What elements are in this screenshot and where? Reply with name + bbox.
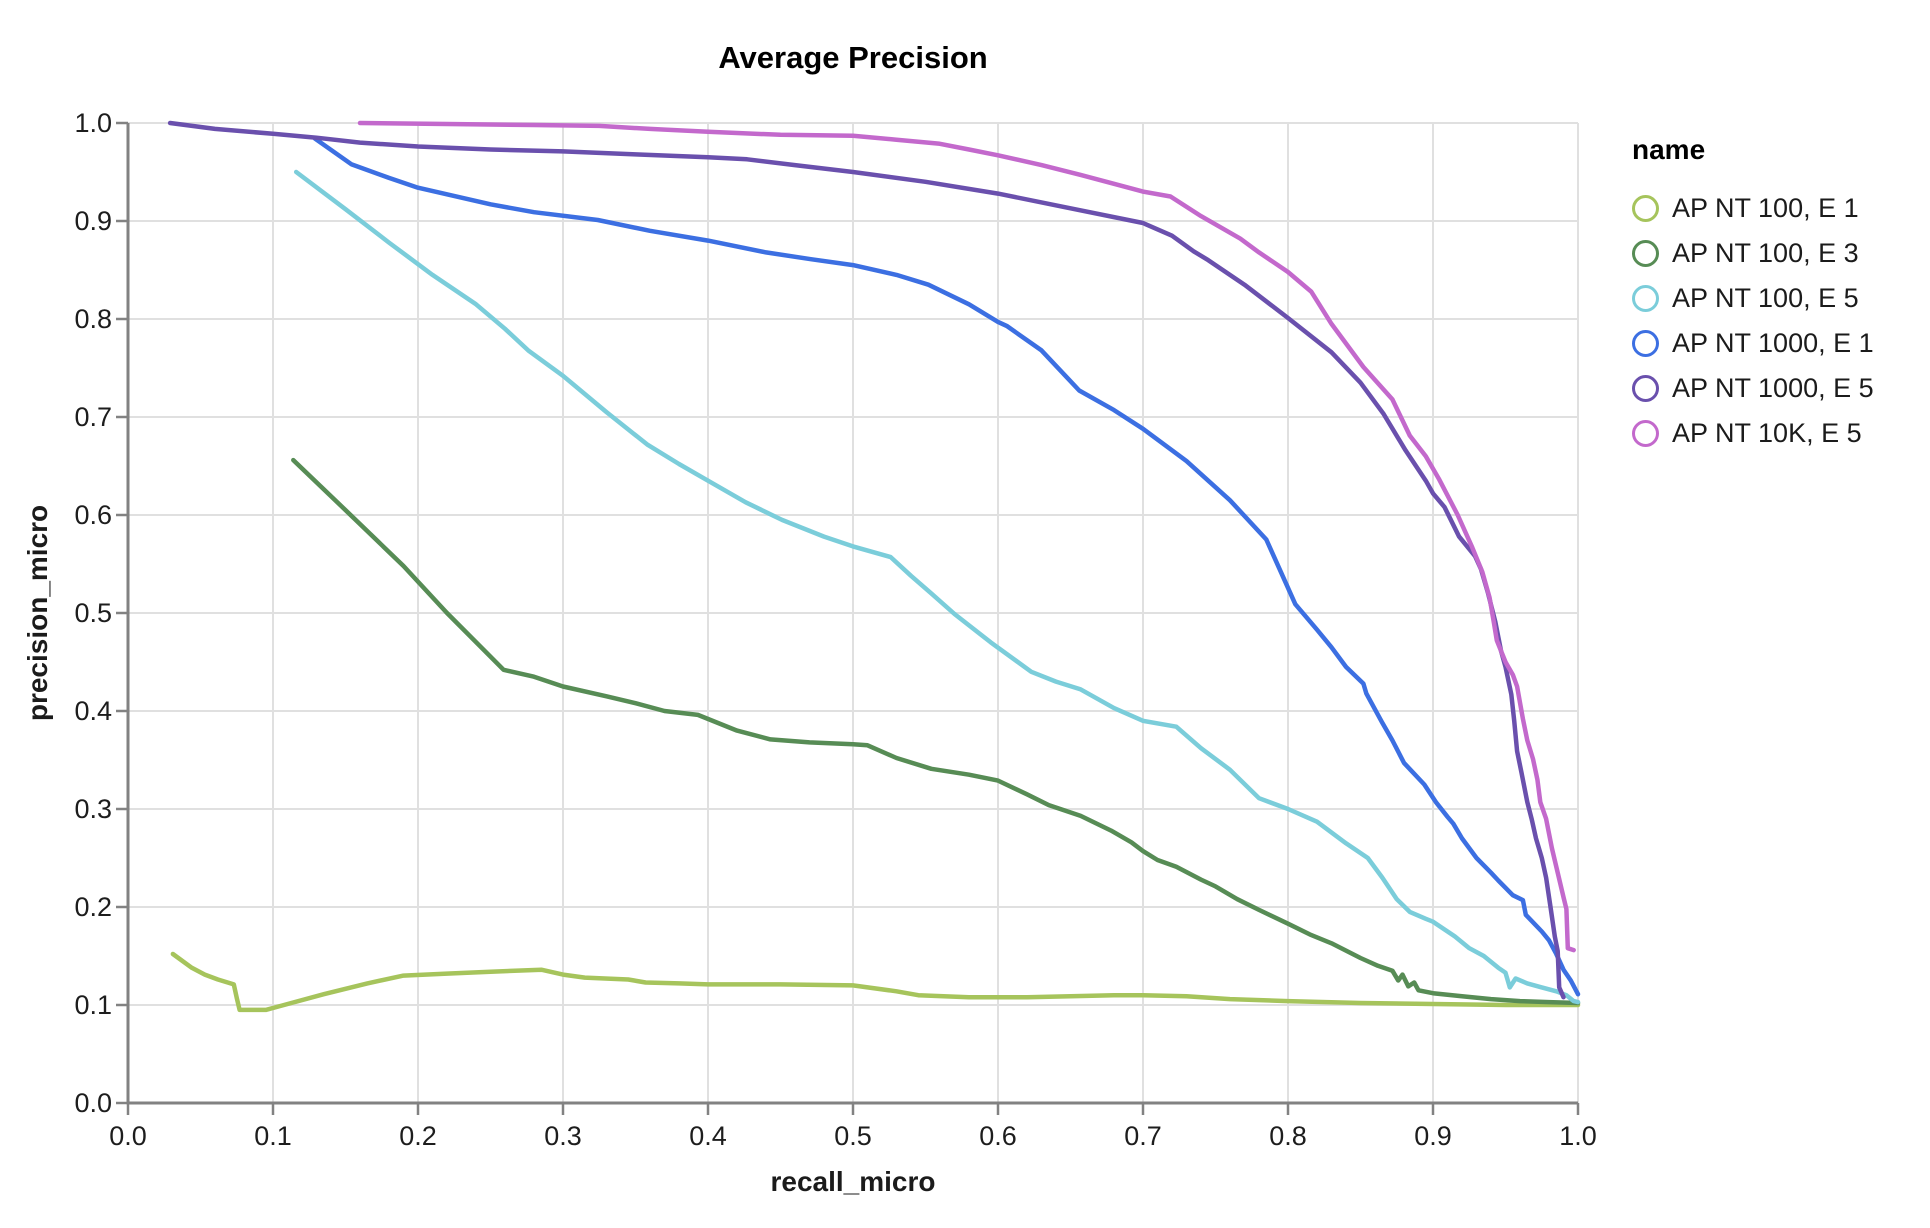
legend-item: AP NT 1000, E 1 (1630, 321, 1920, 366)
y-tick-label: 0.3 (74, 794, 112, 824)
legend-item-label: AP NT 10K, E 5 (1672, 418, 1862, 448)
series-line-ap-nt-1000-e-5 (167, 120, 1566, 1000)
y-tick-label: 0.9 (74, 206, 112, 236)
legend-swatch-circle-icon (1632, 285, 1659, 312)
legend-item: AP NT 100, E 5 (1630, 276, 1920, 321)
x-tick-label: 0.0 (109, 1121, 147, 1151)
series-line-ap-nt-10k-e-5 (357, 120, 1576, 953)
legend-item: AP NT 100, E 3 (1630, 231, 1920, 276)
series-line-ap-nt-100-e-3 (291, 457, 1581, 1006)
legend-item: AP NT 10K, E 5 (1630, 411, 1920, 456)
legend-item: AP NT 100, E 1 (1630, 186, 1920, 231)
legend-swatch-circle-icon (1632, 375, 1659, 402)
legend: name AP NT 100, E 1 AP NT 100, E 3 AP NT 1… (1630, 134, 1920, 456)
series-line-ap-nt-100-e-1 (170, 951, 1581, 1013)
x-tick-label: 0.5 (834, 1121, 872, 1151)
y-tick-label: 0.0 (74, 1088, 112, 1118)
legend-item-label: AP NT 100, E 5 (1672, 283, 1859, 313)
x-axis-title: recall_micro (770, 1166, 936, 1197)
legend-item-label: AP NT 1000, E 1 (1672, 328, 1874, 358)
legend-title: name (1632, 134, 1706, 165)
series-line-ap-nt-1000-e-1 (312, 136, 1581, 997)
y-tick-label: 0.6 (74, 500, 112, 530)
x-tick-label: 0.7 (1124, 1121, 1162, 1151)
y-tick-label: 0.1 (74, 990, 112, 1020)
y-tick-label: 0.5 (74, 598, 112, 628)
legend-swatch-circle-icon (1632, 240, 1659, 267)
y-tick-label: 1.0 (74, 108, 112, 138)
y-tick-label: 0.2 (74, 892, 112, 922)
legend-item-label: AP NT 100, E 1 (1672, 193, 1859, 223)
y-tick-label: 0.7 (74, 402, 112, 432)
legend-swatch-circle-icon (1632, 330, 1659, 357)
legend-item-label: AP NT 100, E 3 (1672, 238, 1859, 268)
x-tick-label: 0.2 (399, 1121, 437, 1151)
y-tick-label: 0.8 (74, 304, 112, 334)
legend-swatch-circle-icon (1632, 420, 1659, 447)
legend-swatch-circle-icon (1632, 195, 1659, 222)
x-tick-label: 0.1 (254, 1121, 292, 1151)
x-tick-label: 0.4 (689, 1121, 727, 1151)
y-axis-title: precision_micro (22, 504, 53, 722)
x-tick-label: 1.0 (1559, 1121, 1597, 1151)
x-tick-label: 0.8 (1269, 1121, 1307, 1151)
y-tick-label: 0.4 (74, 696, 112, 726)
legend-item-label: AP NT 1000, E 5 (1672, 373, 1874, 403)
chart-title: Average Precision (718, 40, 988, 75)
x-tick-label: 0.3 (544, 1121, 582, 1151)
x-tick-label: 0.6 (979, 1121, 1017, 1151)
legend-items: AP NT 100, E 1 AP NT 100, E 3 AP NT 100, E… (1630, 186, 1920, 456)
series-line-ap-nt-100-e-5 (293, 169, 1581, 1005)
legend-item: AP NT 1000, E 5 (1630, 366, 1920, 411)
x-tick-label: 0.9 (1414, 1121, 1452, 1151)
